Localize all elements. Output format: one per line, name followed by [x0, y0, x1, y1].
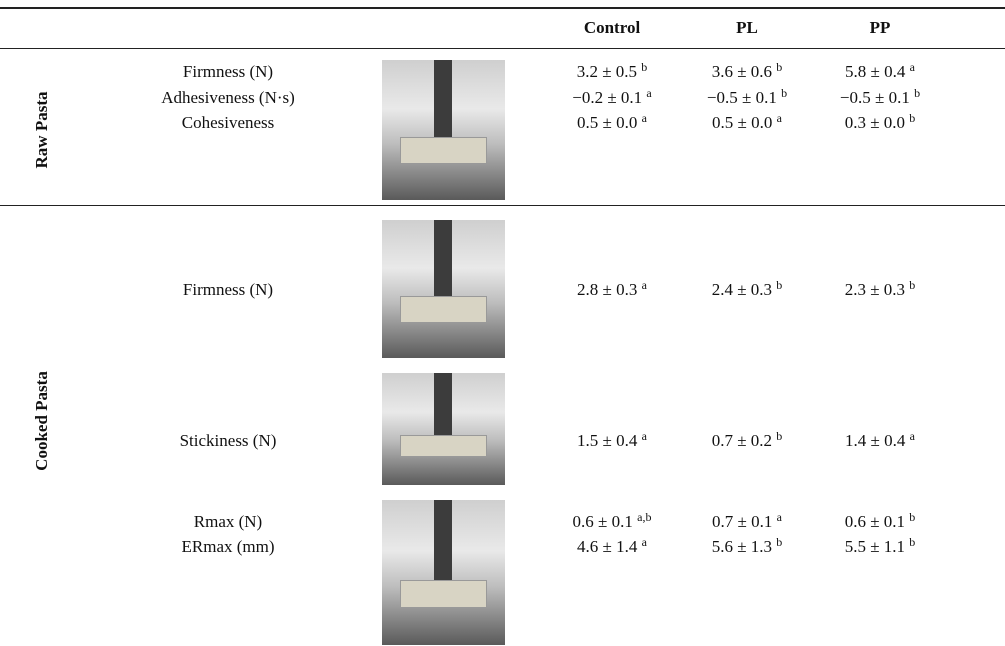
significance-letter: a	[642, 278, 647, 292]
value-cell: 2.3 ± 0.3 b	[845, 280, 916, 300]
photo	[382, 220, 505, 358]
significance-letter: b	[776, 429, 782, 443]
value-cell: 1.5 ± 0.4 a	[577, 431, 647, 451]
value-text: 3.6 ± 0.6	[712, 62, 772, 81]
section-label: Raw Pasta	[32, 92, 52, 169]
significance-letter: b	[909, 510, 915, 524]
property-name: Cohesiveness	[182, 113, 275, 133]
value-cell: 0.6 ± 0.1 b	[845, 512, 916, 532]
value-text: 1.5 ± 0.4	[577, 431, 637, 450]
value-text: 2.3 ± 0.3	[845, 280, 905, 299]
value-cell: 0.5 ± 0.0 a	[712, 113, 782, 133]
value-text: 0.5 ± 0.0	[712, 113, 772, 132]
top-rule	[0, 7, 1005, 9]
significance-letter: b	[909, 535, 915, 549]
significance-letter: a	[642, 535, 647, 549]
significance-letter: a	[777, 111, 782, 125]
column-header: PP	[870, 18, 891, 38]
value-text: 4.6 ± 1.4	[577, 537, 637, 556]
header-rule	[0, 48, 1005, 49]
value-cell: 2.4 ± 0.3 b	[712, 280, 783, 300]
significance-letter: a	[777, 510, 782, 524]
table-page: Control PL PP Raw Pasta Firmness (N) 3.2 ±…	[0, 0, 1005, 646]
significance-letter: b	[776, 535, 782, 549]
property-name: Rmax (N)	[194, 512, 262, 532]
significance-letter: b	[781, 86, 787, 100]
value-text: 5.5 ± 1.1	[845, 537, 905, 556]
property-name: Adhesiveness (N·s)	[161, 88, 295, 108]
value-cell: 0.5 ± 0.0 a	[577, 113, 647, 133]
value-text: −0.5 ± 0.1	[840, 88, 910, 107]
value-text: 0.6 ± 0.1	[573, 512, 633, 531]
section-label: Cooked Pasta	[32, 371, 52, 471]
significance-letter: b	[776, 60, 782, 74]
property-name: Firmness (N)	[183, 62, 273, 82]
value-text: 1.4 ± 0.4	[845, 431, 905, 450]
value-cell: 0.7 ± 0.1 a	[712, 512, 782, 532]
significance-letter: b	[641, 60, 647, 74]
photo	[382, 60, 505, 200]
value-text: 5.6 ± 1.3	[712, 537, 772, 556]
value-cell: 1.4 ± 0.4 a	[845, 431, 915, 451]
value-text: 0.7 ± 0.2	[712, 431, 772, 450]
property-name: Firmness (N)	[183, 280, 273, 300]
value-cell: −0.5 ± 0.1 b	[840, 88, 920, 108]
value-cell: 0.3 ± 0.0 b	[845, 113, 916, 133]
value-text: 2.8 ± 0.3	[577, 280, 637, 299]
photo	[382, 373, 505, 485]
value-text: 2.4 ± 0.3	[712, 280, 772, 299]
value-cell: −0.5 ± 0.1 b	[707, 88, 787, 108]
photo	[382, 500, 505, 645]
value-text: 0.5 ± 0.0	[577, 113, 637, 132]
significance-letter: a	[642, 111, 647, 125]
column-header: PL	[736, 18, 758, 38]
property-name: Stickiness (N)	[180, 431, 277, 451]
significance-letter: a,b	[637, 510, 651, 524]
value-cell: 0.6 ± 0.1 a,b	[573, 512, 652, 532]
value-text: 5.8 ± 0.4	[845, 62, 905, 81]
significance-letter: b	[914, 86, 920, 100]
value-text: 3.2 ± 0.5	[577, 62, 637, 81]
value-cell: 5.5 ± 1.1 b	[845, 537, 916, 557]
value-cell: 4.6 ± 1.4 a	[577, 537, 647, 557]
significance-letter: a	[910, 429, 915, 443]
value-cell: 3.6 ± 0.6 b	[712, 62, 783, 82]
column-header: Control	[584, 18, 640, 38]
value-text: 0.6 ± 0.1	[845, 512, 905, 531]
value-text: 0.3 ± 0.0	[845, 113, 905, 132]
significance-letter: b	[776, 278, 782, 292]
significance-letter: a	[910, 60, 915, 74]
value-cell: 2.8 ± 0.3 a	[577, 280, 647, 300]
significance-letter: b	[909, 111, 915, 125]
value-cell: 5.6 ± 1.3 b	[712, 537, 783, 557]
value-cell: −0.2 ± 0.1 a	[572, 88, 652, 108]
significance-letter: b	[909, 278, 915, 292]
value-text: −0.5 ± 0.1	[707, 88, 777, 107]
value-cell: 3.2 ± 0.5 b	[577, 62, 648, 82]
value-cell: 5.8 ± 0.4 a	[845, 62, 915, 82]
significance-letter: a	[642, 429, 647, 443]
value-text: −0.2 ± 0.1	[572, 88, 642, 107]
value-cell: 0.7 ± 0.2 b	[712, 431, 783, 451]
property-name: ERmax (mm)	[181, 537, 274, 557]
section-rule	[0, 205, 1005, 206]
value-text: 0.7 ± 0.1	[712, 512, 772, 531]
significance-letter: a	[646, 86, 651, 100]
